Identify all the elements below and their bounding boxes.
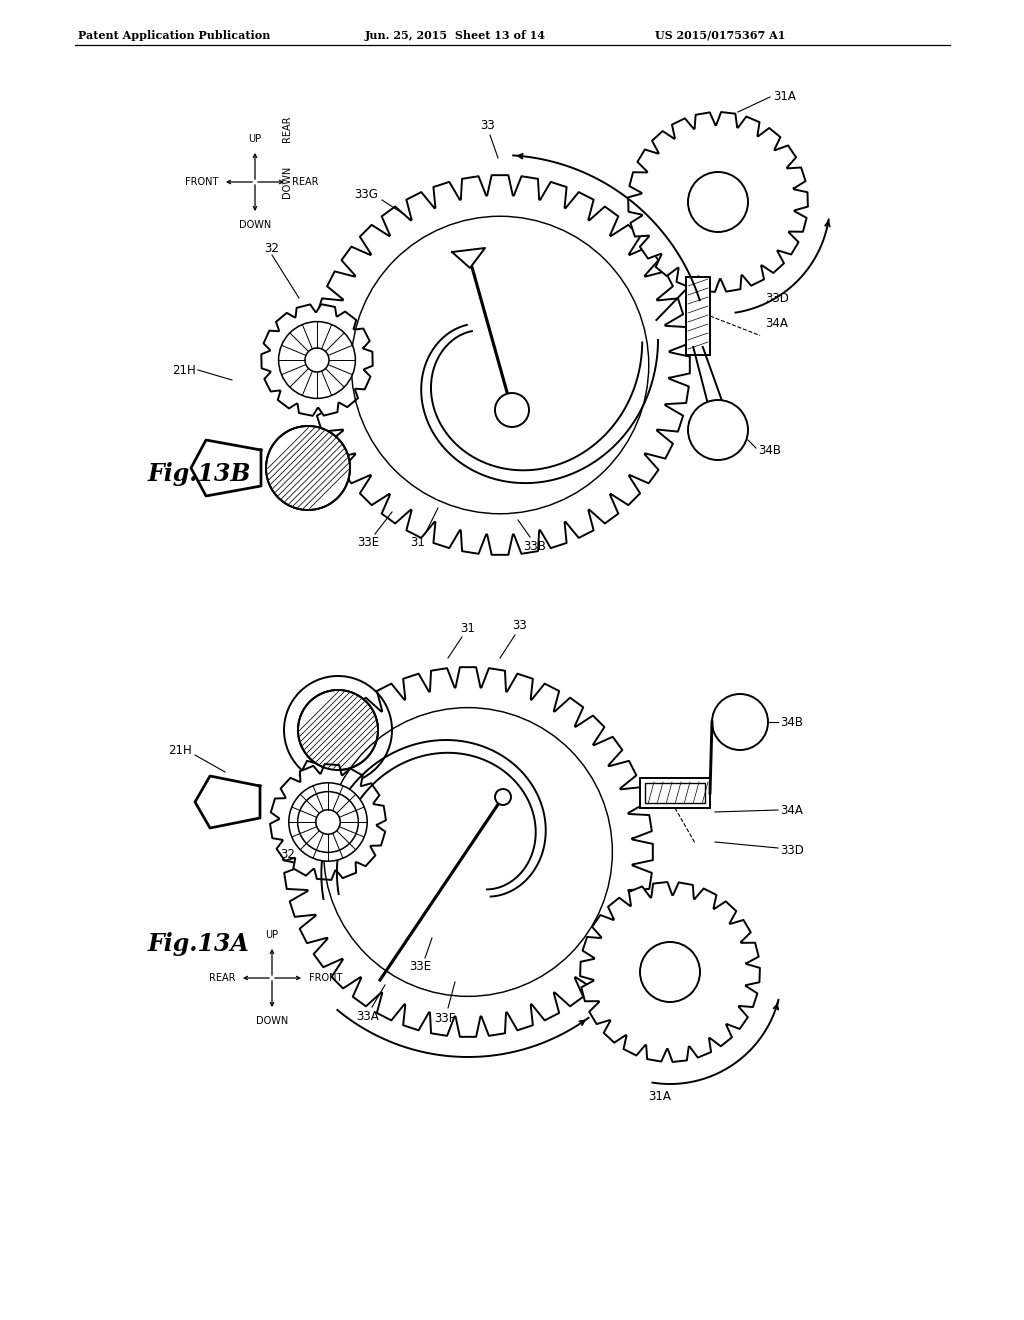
Text: Fig.13A: Fig.13A	[148, 932, 250, 956]
Polygon shape	[261, 304, 373, 416]
Text: Jun. 25, 2015  Sheet 13 of 14: Jun. 25, 2015 Sheet 13 of 14	[365, 30, 546, 41]
Text: REAR: REAR	[292, 177, 318, 187]
Circle shape	[298, 690, 378, 770]
Polygon shape	[628, 112, 808, 292]
Text: 31: 31	[461, 622, 475, 635]
Text: 33E: 33E	[409, 960, 431, 973]
Bar	[640, 777, 710, 808]
Text: 33A: 33A	[356, 1010, 379, 1023]
Text: 34A: 34A	[780, 804, 803, 817]
Polygon shape	[195, 776, 260, 828]
Text: DOWN: DOWN	[239, 220, 271, 230]
Text: 34B: 34B	[780, 715, 803, 729]
Polygon shape	[284, 667, 653, 1036]
Text: DOWN: DOWN	[282, 166, 292, 198]
Bar	[645, 783, 705, 803]
Text: 34A: 34A	[765, 317, 787, 330]
Text: 34B: 34B	[758, 444, 781, 457]
Text: 33D: 33D	[765, 292, 788, 305]
Circle shape	[266, 426, 350, 510]
Text: 33B: 33B	[523, 540, 547, 553]
Circle shape	[640, 942, 700, 1002]
Text: 33D: 33D	[780, 843, 804, 857]
Polygon shape	[580, 882, 760, 1063]
Circle shape	[315, 809, 340, 834]
Text: REAR: REAR	[282, 116, 292, 143]
Text: Fig.13B: Fig.13B	[148, 462, 252, 486]
Circle shape	[305, 348, 329, 372]
Text: 31A: 31A	[773, 91, 796, 103]
Polygon shape	[191, 440, 261, 496]
Circle shape	[688, 172, 748, 232]
Text: 21H: 21H	[172, 363, 196, 376]
Text: 31: 31	[411, 536, 425, 549]
Text: REAR: REAR	[209, 973, 234, 983]
Circle shape	[712, 694, 768, 750]
Text: 32: 32	[281, 849, 295, 862]
Bar	[686, 277, 710, 355]
Text: 21H: 21H	[168, 743, 193, 756]
Circle shape	[298, 792, 358, 853]
Circle shape	[688, 400, 748, 459]
Text: Patent Application Publication: Patent Application Publication	[78, 30, 270, 41]
Text: 33: 33	[513, 619, 527, 632]
Text: 33F: 33F	[434, 1012, 456, 1026]
Polygon shape	[270, 764, 386, 880]
Circle shape	[279, 322, 355, 399]
Text: 33G: 33G	[354, 187, 378, 201]
Text: UP: UP	[249, 135, 261, 144]
Text: 33E: 33E	[357, 536, 379, 549]
Text: 32: 32	[264, 242, 280, 255]
Circle shape	[289, 783, 368, 861]
Text: FRONT: FRONT	[184, 177, 218, 187]
Text: FRONT: FRONT	[309, 973, 342, 983]
Polygon shape	[310, 176, 690, 554]
Text: 31A: 31A	[648, 1090, 672, 1104]
Polygon shape	[452, 248, 485, 268]
Text: US 2015/0175367 A1: US 2015/0175367 A1	[655, 30, 785, 41]
Text: DOWN: DOWN	[256, 1016, 288, 1026]
Text: UP: UP	[265, 931, 279, 940]
Text: 33: 33	[480, 119, 496, 132]
Circle shape	[495, 789, 511, 805]
Circle shape	[495, 393, 529, 426]
